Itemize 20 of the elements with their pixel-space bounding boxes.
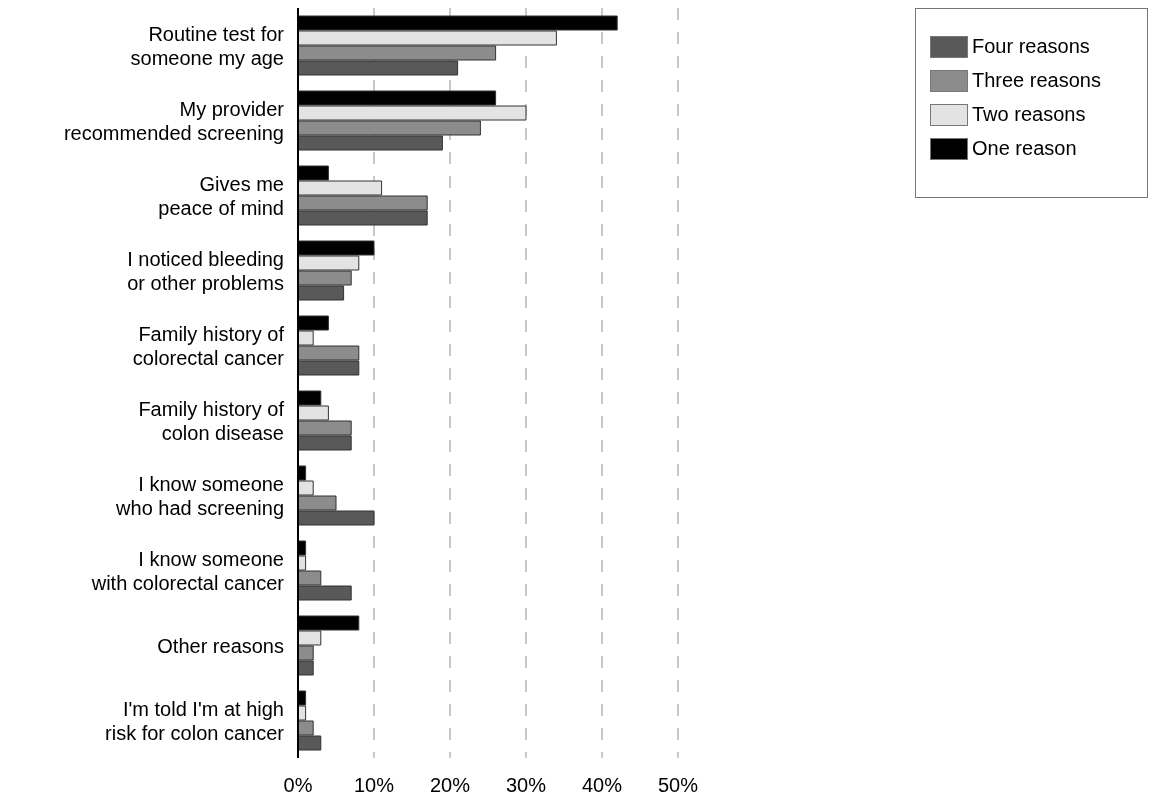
y-tick-label: Routine test for someone my age: [130, 22, 285, 69]
y-tick-label: Family history of colorectal cancer: [132, 322, 285, 369]
y-tick-label: I know someone who had screening: [115, 472, 284, 519]
legend-label: Three reasons: [972, 69, 1101, 92]
x-tick-label: 40%: [581, 774, 623, 797]
x-tick-label: 20%: [429, 774, 471, 797]
y-tick-label: I noticed bleeding or other problems: [127, 247, 284, 294]
x-tick-label: 50%: [657, 774, 699, 797]
legend-label: One reason: [972, 137, 1077, 160]
y-tick-label: My provider recommended screening: [63, 97, 285, 144]
y-tick-label: I know someone with colorectal cancer: [90, 547, 285, 594]
legend-label: Four reasons: [972, 35, 1090, 58]
x-tick-label: 0%: [283, 774, 313, 797]
y-tick-label: Gives me peace of mind: [158, 172, 284, 219]
legend-label: Two reasons: [972, 103, 1086, 126]
y-tick-label: Family history of colon disease: [138, 397, 285, 444]
x-tick-label: 10%: [353, 774, 395, 797]
y-tick-label: I'm told I'm at high risk for colon cancer: [105, 697, 285, 744]
y-tick-label: Other reasons: [157, 634, 284, 657]
x-tick-label: 30%: [505, 774, 547, 797]
